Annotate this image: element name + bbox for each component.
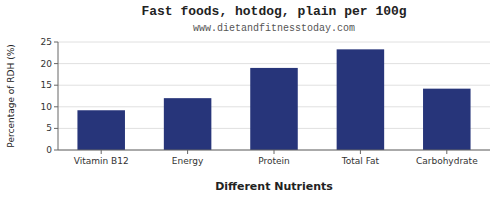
y-tick [54, 85, 58, 86]
y-tick [54, 150, 58, 151]
x-tick [101, 150, 102, 154]
x-tick [360, 150, 361, 154]
grid-line [58, 63, 490, 64]
x-tick-label: Protein [258, 156, 290, 166]
chart: Fast foods, hotdog, plain per 100g www.di… [0, 0, 500, 200]
y-tick [54, 106, 58, 107]
bar [250, 68, 298, 150]
x-axis-label: Different Nutrients [215, 180, 333, 193]
x-tick-label: Carbohydrate [416, 156, 478, 166]
chart-container: Fast foods, hotdog, plain per 100g www.di… [0, 0, 500, 200]
x-tick-label: Total Fat [341, 156, 380, 166]
grid-line [58, 42, 490, 43]
y-axis: 0 5 10 15 20 25 [41, 37, 58, 155]
y-axis-line [58, 42, 59, 150]
bar [77, 110, 125, 150]
y-axis-label: Percentage of RDH (%) [6, 44, 16, 147]
x-axis: Vitamin B12 Energy Protein Total Fat Carbohy… [74, 150, 478, 166]
y-tick-label: 10 [41, 102, 53, 112]
x-tick [446, 150, 447, 154]
x-tick-label: Vitamin B12 [74, 156, 129, 166]
subtitle: www.dietandfitnesstoday.com [193, 23, 355, 34]
y-tick [54, 128, 58, 129]
grid [58, 42, 490, 150]
y-tick-label: 20 [41, 59, 53, 69]
bar [164, 98, 212, 150]
x-tick [274, 150, 275, 154]
y-tick-label: 25 [41, 37, 52, 47]
bars [77, 49, 470, 150]
y-tick [54, 63, 58, 64]
y-tick-label: 15 [41, 80, 52, 90]
title: Fast foods, hotdog, plain per 100g [141, 4, 406, 19]
y-tick [54, 42, 58, 43]
y-tick-label: 0 [46, 145, 52, 155]
bar [423, 89, 471, 150]
bar [337, 49, 385, 150]
x-tick [187, 150, 188, 154]
y-tick-label: 5 [46, 123, 52, 133]
x-tick-label: Energy [172, 156, 204, 166]
